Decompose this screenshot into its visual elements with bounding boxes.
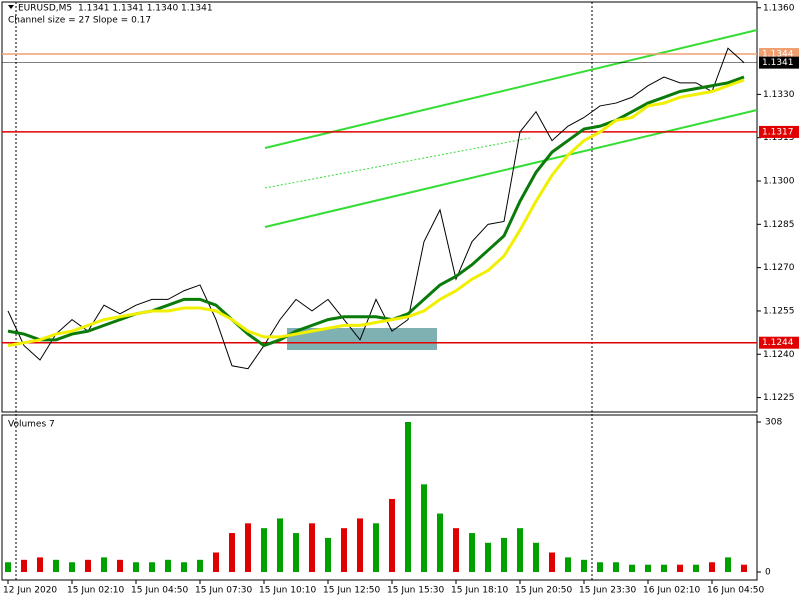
level-label: 1.1244 — [762, 338, 794, 348]
x-tick-label: 15 Jun 02:10 — [67, 586, 124, 596]
volume-bar — [213, 552, 219, 572]
volume-bar — [405, 422, 411, 572]
y-tick-label: 1.1285 — [763, 220, 795, 230]
y-tick-label: 1.1270 — [763, 263, 795, 273]
volume-bar — [549, 552, 555, 572]
x-tick-label: 15 Jun 15:30 — [387, 586, 444, 596]
volume-bar — [629, 564, 635, 572]
volume-frame — [1, 414, 758, 581]
volume-bar — [565, 557, 571, 572]
volume-bar — [581, 559, 587, 572]
volume-bar — [53, 559, 59, 572]
channel-lower — [264, 109, 758, 228]
volume-bar — [389, 498, 395, 572]
volume-bar — [661, 564, 667, 572]
volume-bar — [165, 559, 171, 572]
x-tick-label: 15 Jun 04:50 — [131, 586, 188, 596]
level-label: 1.1317 — [762, 127, 794, 137]
volume-bar — [469, 533, 475, 572]
y-tick-label: 1.1330 — [763, 90, 795, 100]
volume-bar — [501, 537, 507, 572]
channel-upper — [264, 29, 758, 149]
volume-bar — [197, 559, 203, 572]
volume-bar — [613, 562, 619, 572]
volume-bar — [437, 513, 443, 572]
volume-bar — [21, 559, 27, 572]
volume-bar — [421, 484, 427, 572]
chart-title: EURUSD,M5 — [18, 4, 72, 14]
y-tick-label: 0 — [765, 568, 771, 578]
ohlc: 1.1341 1.1341 1.1340 1.1341 — [78, 4, 213, 14]
volume-bar — [293, 533, 299, 572]
volume-bar — [181, 562, 187, 572]
volume-bar — [277, 518, 283, 572]
volume-bar — [453, 528, 459, 572]
y-tick-label: 1.1240 — [763, 350, 795, 360]
volume-bar — [229, 533, 235, 572]
volume-bar — [373, 523, 379, 572]
x-tick-label: 15 Jun 10:10 — [259, 586, 316, 596]
volume-bar — [485, 542, 491, 572]
price-line — [7, 78, 745, 348]
volume-bar — [149, 562, 155, 572]
price-line — [7, 47, 745, 370]
y-tick-label: 1.1300 — [763, 177, 795, 187]
y-tick-label: 308 — [765, 418, 782, 428]
y-tick-label: 1.1360 — [763, 3, 795, 13]
level-label: 1.1341 — [762, 58, 794, 68]
volume-bar — [309, 523, 315, 572]
volume-bar — [101, 557, 107, 572]
price-frame — [1, 1, 758, 413]
x-tick-label: 16 Jun 02:10 — [643, 586, 700, 596]
x-tick-label: 15 Jun 23:30 — [579, 586, 636, 596]
volume-bar — [5, 562, 11, 572]
x-tick-label: 15 Jun 12:50 — [323, 586, 380, 596]
volume-bar — [85, 559, 91, 572]
volume-bar — [741, 564, 747, 572]
volume-bar — [709, 562, 715, 572]
level-label-box — [759, 336, 799, 349]
volume-bar — [341, 528, 347, 572]
x-tick-label: 15 Jun 20:50 — [515, 586, 572, 596]
volume-bar — [645, 564, 651, 572]
x-tick-label: 16 Jun 04:50 — [707, 586, 764, 596]
y-tick-label: 1.1225 — [763, 393, 795, 403]
volume-bar — [597, 562, 603, 572]
x-tick-label: 15 Jun 07:30 — [195, 586, 252, 596]
level-label-box — [759, 125, 799, 138]
volume-bar — [37, 557, 43, 572]
volume-bar — [693, 564, 699, 572]
y-tick-label: 1.1315 — [763, 133, 795, 143]
level-label: 1.1344 — [762, 49, 794, 59]
volume-bar — [117, 559, 123, 572]
volume-title: Volumes 7 — [8, 420, 55, 430]
volume-bar — [517, 528, 523, 572]
volume-bar — [325, 537, 331, 572]
volume-bar — [245, 523, 251, 572]
subtitle: Channel size = 27 Slope = 0.17 — [8, 16, 151, 26]
volume-bar — [677, 564, 683, 572]
range-box — [287, 328, 437, 350]
volume-bar — [261, 528, 267, 572]
volume-bar — [357, 518, 363, 572]
plot — [2, 47, 757, 370]
menu-arrow — [8, 5, 14, 9]
y-tick-label: 1.1255 — [763, 306, 795, 316]
volume-bar — [533, 542, 539, 572]
channel-middle — [264, 137, 531, 189]
level-label-box — [759, 56, 799, 69]
volume-bar — [725, 557, 731, 572]
volume-bar — [133, 562, 139, 572]
x-tick-label: 15 Jun 18:10 — [451, 586, 508, 596]
x-tick-label: 12 Jun 2020 — [3, 586, 57, 596]
volume-bar — [69, 562, 75, 572]
